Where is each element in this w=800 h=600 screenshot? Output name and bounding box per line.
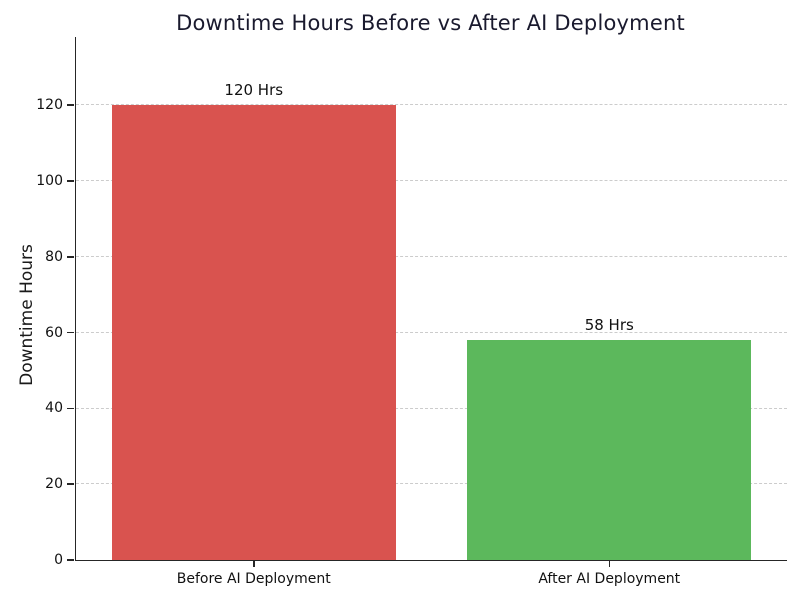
gridline xyxy=(76,407,787,409)
y-axis-tick xyxy=(66,483,74,485)
x-axis-tick-label: After AI Deployment xyxy=(538,571,681,587)
y-axis-tick xyxy=(66,331,74,334)
x-axis-tick xyxy=(608,560,610,567)
chart-title: Downtime Hours Before vs After AI Deploy… xyxy=(176,11,685,35)
bar-before xyxy=(111,105,396,560)
y-axis-tick xyxy=(66,256,74,258)
bar-value-label: 58 Hrs xyxy=(584,316,634,335)
y-axis-tick-label: 40 xyxy=(45,400,63,417)
plot-area: 0 20 40 60 80 100 120 120 Hrs Before AI Deployme… xyxy=(36,37,787,587)
gridline xyxy=(76,331,787,333)
x-axis-tick xyxy=(253,560,255,567)
gridline xyxy=(76,483,787,485)
y-axis-tick xyxy=(66,407,74,410)
y-axis-tick xyxy=(66,180,74,182)
y-axis-tick-label: 60 xyxy=(45,324,63,341)
y-axis-tick xyxy=(66,104,74,106)
y-axis-tick-label: 20 xyxy=(45,476,63,493)
x-axis-tick-label: Before AI Deployment xyxy=(176,571,331,587)
bar-after xyxy=(467,340,752,560)
y-axis-tick-label: 0 xyxy=(54,552,63,568)
y-axis-tick-label: 80 xyxy=(45,248,63,265)
gridline xyxy=(76,104,787,106)
gridline xyxy=(76,180,787,182)
y-axis-tick-label: 100 xyxy=(36,173,63,189)
y-axis-tick xyxy=(66,559,74,561)
bar-value-label: 120 Hrs xyxy=(224,81,284,100)
y-axis-tick-label: 120 xyxy=(36,97,63,114)
gridline xyxy=(76,256,787,258)
